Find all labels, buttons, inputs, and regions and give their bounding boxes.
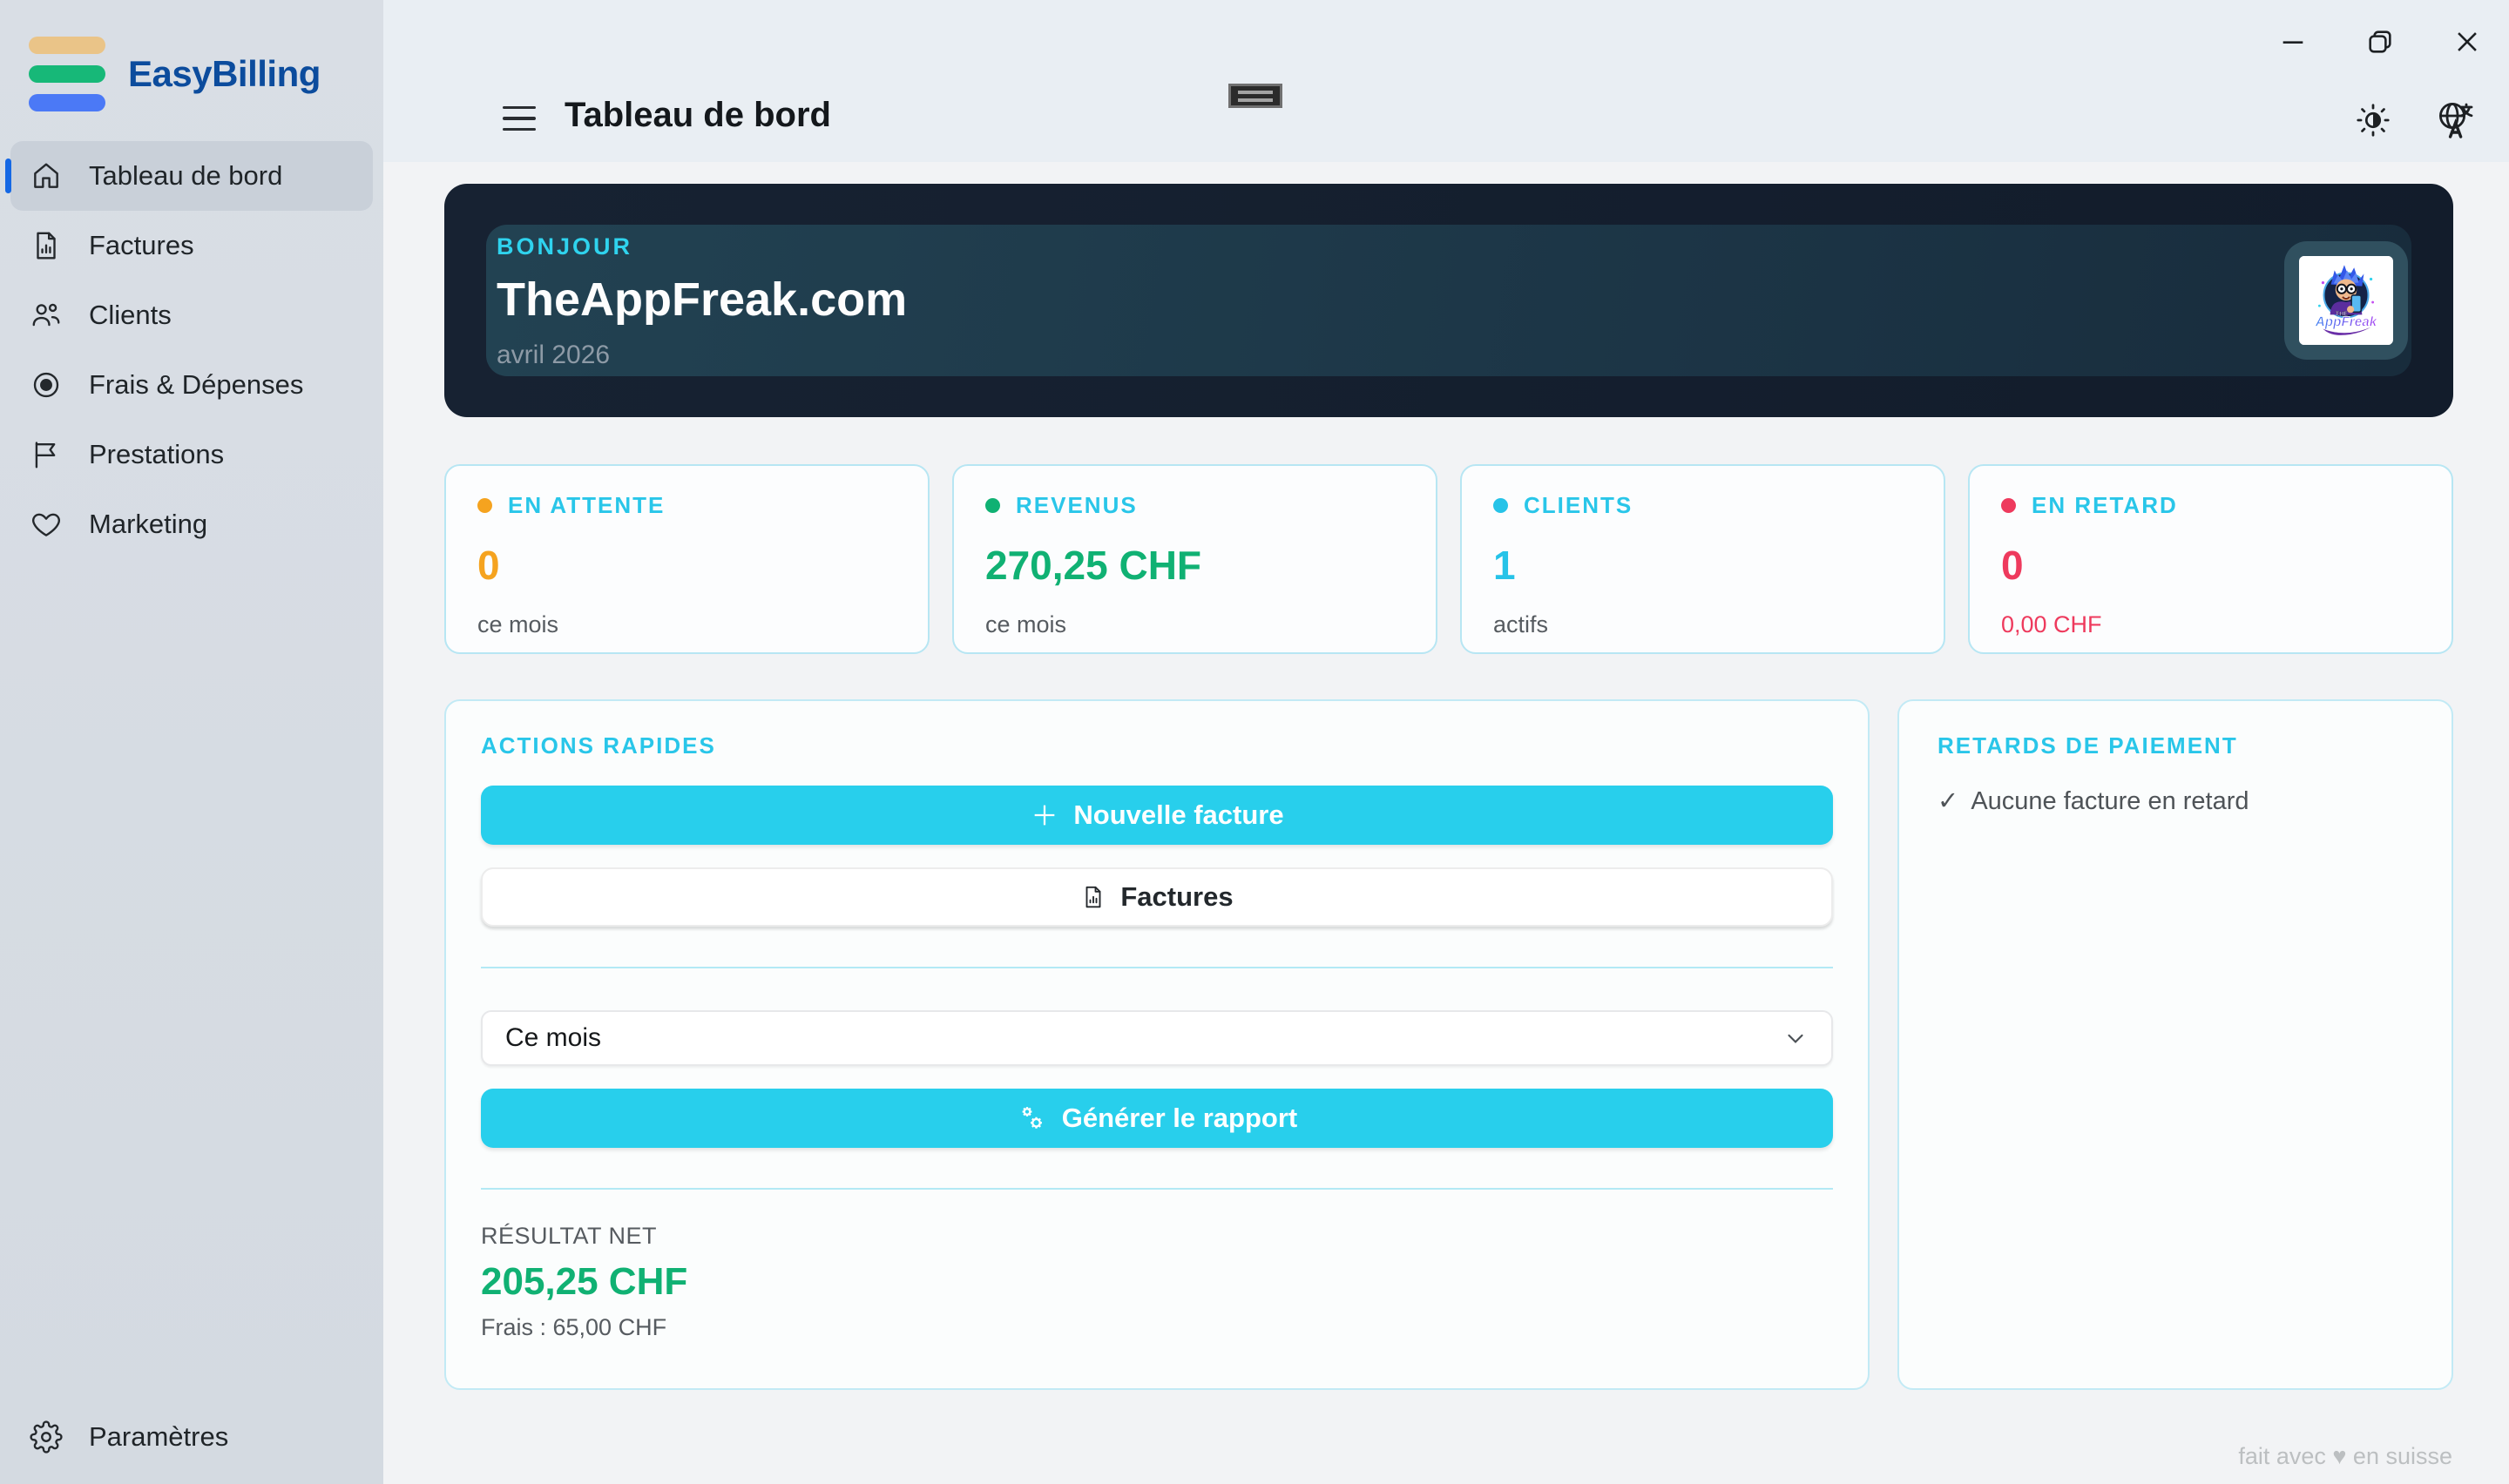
avatar: THE AppFreak	[2284, 241, 2408, 360]
sidebar-item-tableau-de-bord[interactable]: Tableau de bord	[5, 141, 373, 211]
quick-actions-panel: ACTIONS RAPIDES Nouvelle facture Facture…	[444, 699, 1870, 1390]
stat-card-en-attente: EN ATTENTE 0 ce mois	[444, 464, 930, 654]
generate-report-label: Générer le rapport	[1061, 1103, 1298, 1133]
company-name: TheAppFreak.com	[497, 273, 908, 326]
stat-label: EN ATTENTE	[508, 492, 666, 518]
sidebar-item-factures[interactable]: Factures	[10, 211, 373, 280]
fees-note: Frais : 65,00 CHF	[481, 1314, 667, 1340]
minimize-button[interactable]	[2269, 17, 2317, 66]
page-title: Tableau de bord	[565, 96, 831, 134]
sidebar-item-label: Frais & Dépenses	[89, 369, 304, 400]
made-in-note: fait avec ♥ en suisse	[2238, 1443, 2452, 1469]
late-payments-panel: RETARDS DE PAIEMENT ✓ Aucune facture en …	[1897, 699, 2453, 1390]
sidebar-item-label: Prestations	[89, 439, 225, 469]
invoices-button[interactable]: Factures	[481, 867, 1833, 927]
sidebar-item-label: Marketing	[89, 509, 208, 539]
sidebar-item-prestations[interactable]: Prestations	[10, 420, 373, 489]
stat-label: REVENUS	[1016, 492, 1138, 518]
chevron-down-icon	[1788, 1034, 1803, 1043]
period-label: avril 2026	[497, 341, 611, 369]
stat-label: EN RETARD	[2032, 492, 2178, 518]
divider	[481, 967, 1833, 968]
main-area: Tableau de bord	[383, 0, 2509, 1484]
welcome-banner: BONJOUR TheAppFreak.com avril 2026	[444, 184, 2453, 417]
late-payments-empty-message: Aucune facture en retard	[1971, 787, 2249, 815]
avatar-text-appfreak: AppFreak	[2315, 315, 2378, 330]
dark-panel-widget[interactable]	[1228, 84, 1282, 108]
stat-sub: 0,00 CHF	[2001, 611, 2102, 637]
active-indicator	[5, 159, 11, 193]
invoice-document-icon	[1085, 886, 1101, 908]
stat-sub: actifs	[1493, 611, 1549, 637]
greeting-label: BONJOUR	[497, 233, 633, 260]
stat-value: 270,25 CHF	[985, 543, 1202, 588]
new-invoice-label: Nouvelle facture	[1073, 799, 1284, 830]
stat-sub: ce mois	[477, 611, 559, 637]
invoices-label: Factures	[1120, 881, 1234, 912]
window-controls	[2269, 17, 2492, 66]
net-result-value: 205,25 CHF	[481, 1260, 688, 1303]
home-icon	[34, 163, 58, 188]
avatar-image: THE AppFreak	[2299, 256, 2393, 345]
period-select[interactable]: Ce mois	[481, 1010, 1833, 1066]
app-logo: EasyBilling	[0, 0, 383, 141]
period-select-value: Ce mois	[505, 1023, 602, 1052]
heart-icon	[32, 513, 60, 536]
net-result-label: RÉSULTAT NET	[481, 1223, 658, 1249]
welcome-banner-inner: BONJOUR TheAppFreak.com avril 2026	[486, 225, 2411, 376]
new-invoice-button[interactable]: Nouvelle facture	[481, 786, 1833, 845]
stats-row: EN ATTENTE 0 ce mois REVENUS 270,25 CHF …	[444, 464, 2453, 654]
logo-bars-icon	[29, 37, 105, 111]
invoice-document-icon	[37, 232, 56, 260]
stat-value: 0	[2001, 543, 2024, 588]
sidebar-nav: Tableau de bord Factures Clients Frais	[0, 141, 383, 559]
gears-icon	[1022, 1107, 1042, 1129]
stat-card-en-retard: EN RETARD 0 0,00 CHF	[1968, 464, 2453, 654]
stat-value: 1	[1493, 543, 1516, 588]
people-icon	[32, 303, 60, 327]
language-translate-button[interactable]	[2432, 98, 2478, 143]
status-dot-green	[985, 498, 1000, 513]
stat-sub: ce mois	[985, 611, 1067, 637]
sidebar-item-marketing[interactable]: Marketing	[10, 489, 373, 559]
sidebar-item-clients[interactable]: Clients	[10, 280, 373, 350]
check-icon: ✓	[1938, 787, 1959, 815]
stat-card-clients: CLIENTS 1 actifs	[1460, 464, 1945, 654]
theme-toggle-button[interactable]	[2350, 98, 2396, 143]
app-name: EasyBilling	[128, 53, 321, 94]
status-dot-cyan	[1493, 498, 1508, 513]
flag-icon	[35, 442, 56, 469]
sidebar-item-label: Tableau de bord	[89, 160, 283, 191]
header: Tableau de bord	[383, 0, 2509, 162]
generate-report-button[interactable]: Générer le rapport	[481, 1089, 1833, 1148]
sidebar-item-label: Paramètres	[89, 1421, 229, 1452]
stat-label: CLIENTS	[1524, 492, 1633, 518]
avatar-text-the: THE	[2336, 310, 2348, 317]
late-payments-title: RETARDS DE PAIEMENT	[1938, 732, 2238, 759]
status-dot-orange	[477, 498, 492, 513]
sidebar-item-parametres[interactable]: Paramètres	[10, 1402, 373, 1472]
close-button[interactable]	[2443, 17, 2492, 66]
sidebar-item-frais-depenses[interactable]: Frais & Dépenses	[10, 350, 373, 420]
gear-icon	[30, 1420, 63, 1454]
sidebar-item-label: Factures	[89, 230, 194, 260]
divider	[481, 1188, 1833, 1190]
restore-button[interactable]	[2356, 17, 2404, 66]
quick-actions-title: ACTIONS RAPIDES	[481, 732, 716, 759]
sidebar: EasyBilling Tableau de bord Factures C	[0, 0, 383, 1484]
status-dot-red	[2001, 498, 2016, 513]
stat-value: 0	[477, 543, 500, 588]
sidebar-item-label: Clients	[89, 300, 172, 330]
plus-icon	[1035, 805, 1055, 826]
hamburger-menu-icon[interactable]	[503, 101, 538, 136]
record-circle-icon	[33, 372, 59, 398]
stat-card-revenus: REVENUS 270,25 CHF ce mois	[952, 464, 1437, 654]
